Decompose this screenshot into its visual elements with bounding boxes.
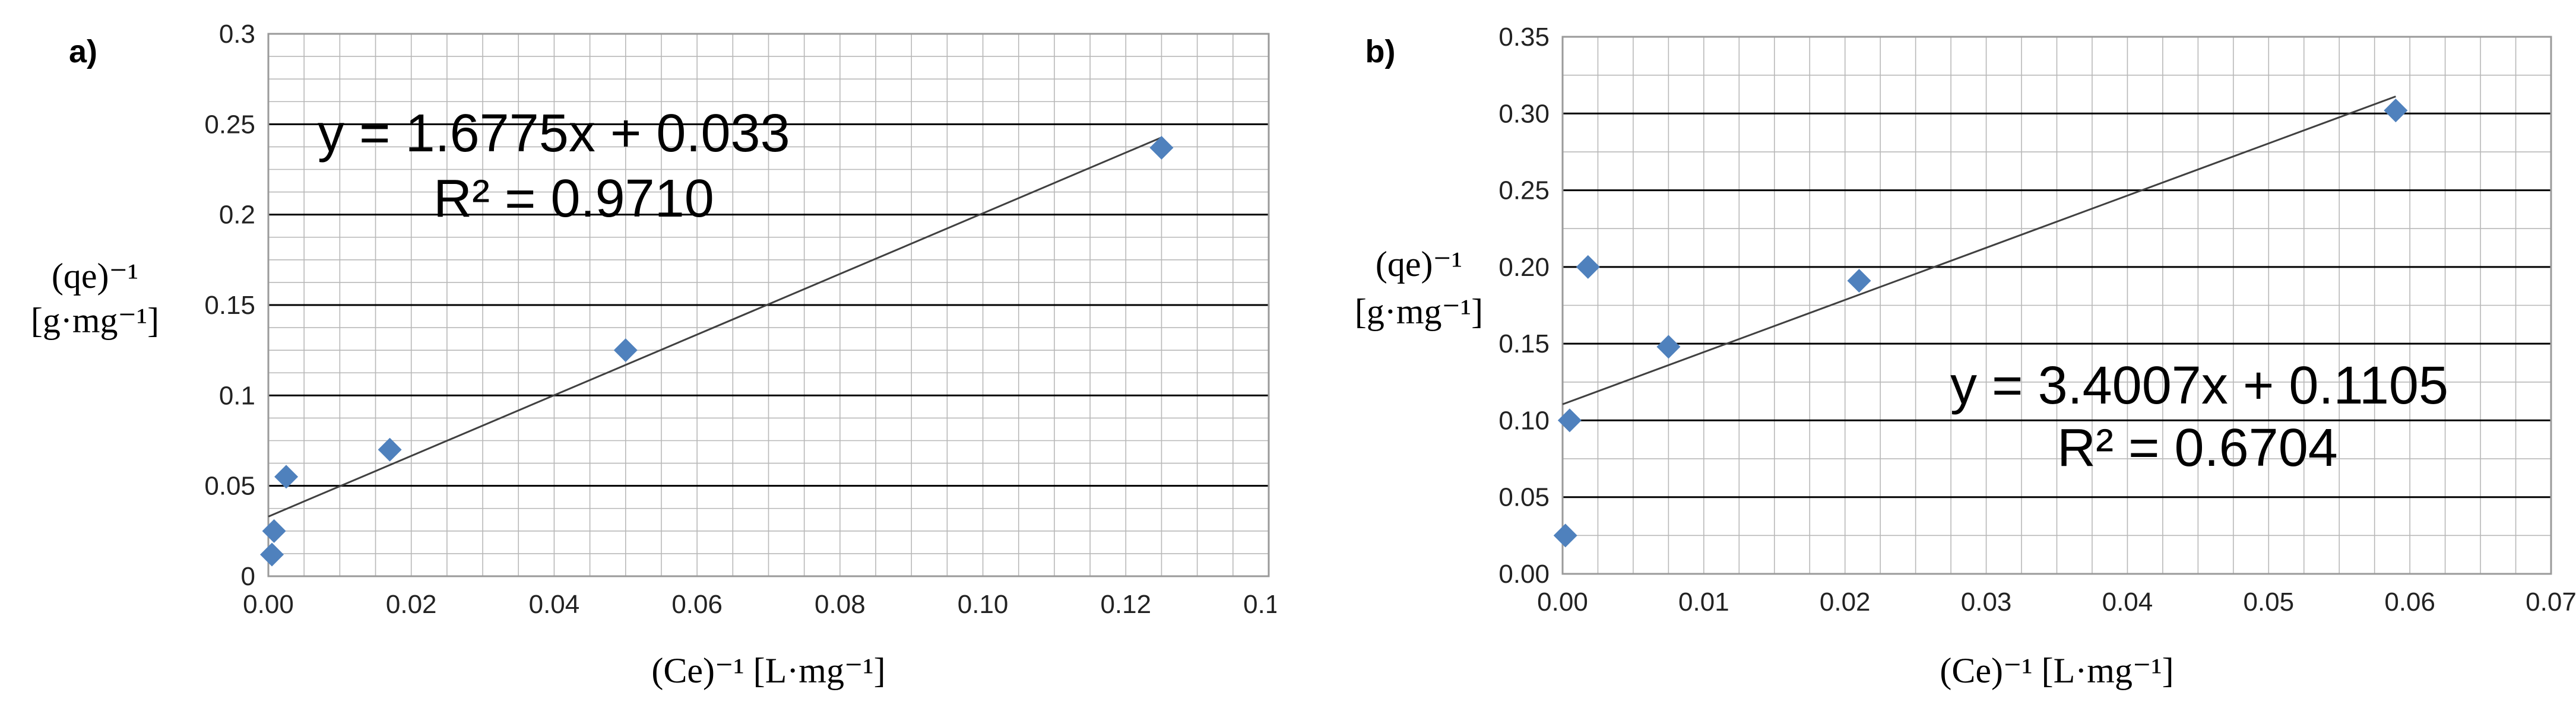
x-axis-label: (Ce)⁻¹ [L·mg⁻¹] [1940,651,2173,690]
y-tick-label: 0.1 [219,381,255,410]
x-tick-label: 0.06 [671,590,723,619]
data-point [613,338,638,363]
x-tick-label: 0.08 [815,590,866,619]
x-tick-label: 0.00 [1537,588,1588,617]
data-point [2384,99,2408,123]
x-tick-label: 0.05 [2243,588,2294,617]
y-axis-unit-label: [g·mg⁻¹] [1355,292,1483,331]
x-tick-label: 0.14 [1243,590,1294,619]
data-point [378,437,402,462]
r-squared-label: R² = 0.9710 [433,169,714,228]
y-tick-label: 0.35 [1498,23,1550,52]
data-point [262,519,286,543]
x-tick-label: 0.04 [2102,588,2153,617]
chart-a: 0.00 0.02 0.04 0.06 0.08 0.10 0.12 0.14 0 0.05 0.1… [31,20,1294,690]
y-tick-label: 0.15 [1498,329,1550,358]
y-tick-label: 0 [241,562,255,591]
x-tick-label: 0.07 [2526,588,2576,617]
x-tick-label: 0.02 [386,590,437,619]
data-point [274,465,299,489]
data-point [1557,408,1582,433]
data-point [1149,135,1174,160]
x-tick-label: 0.00 [243,590,294,619]
panel-label: b) [1365,34,1396,69]
x-tick-label: 0.02 [1820,588,1871,617]
y-tick-label: 0.25 [1498,176,1550,205]
y-tick-label: 0.05 [204,472,255,501]
r-squared-label: R² = 0.6704 [2057,418,2338,478]
y-tick-label: 0.10 [1498,406,1550,435]
plot-area-frame [1561,36,2552,575]
plot-area-frame [267,33,1270,577]
data-point [260,542,284,567]
y-tick-label: 0.20 [1498,253,1550,282]
y-tick-label: 0.3 [219,20,255,49]
y-tick-label: 0.05 [1498,483,1550,512]
trendline-equation: y = 1.6775x + 0.033 [318,104,790,163]
y-tick-label: 0.00 [1498,560,1550,589]
data-point [1656,335,1681,359]
data-point [1847,269,1871,293]
y-axis-label: (qe)⁻¹ [52,256,138,296]
x-tick-label: 0.04 [529,590,580,619]
trendline-equation: y = 3.4007x + 0.1105 [1950,356,2448,415]
y-tick-label: 0.15 [204,291,255,320]
y-axis-unit-label: [g·mg⁻¹] [31,301,159,340]
y-tick-label: 0.25 [204,110,255,139]
data-point [1576,255,1600,279]
x-tick-label: 0.06 [2384,588,2435,617]
y-tick-label: 0.30 [1498,99,1550,128]
x-tick-label: 0.10 [958,590,1009,619]
data-point [1553,523,1577,548]
trendline [1562,96,2396,405]
y-tick-label: 0.2 [219,201,255,230]
y-axis-label: (qe)⁻¹ [1376,244,1462,284]
x-tick-label: 0.03 [1961,588,2012,617]
x-tick-label: 0.12 [1100,590,1151,619]
x-tick-label: 0.01 [1678,588,1729,617]
x-axis-label: (Ce)⁻¹ [L·mg⁻¹] [651,651,885,690]
trendline [268,136,1162,517]
panel-label: a) [69,34,97,69]
chart-b: 0.00 0.01 0.02 0.03 0.04 0.05 0.06 0.07 0.00 0.05… [1355,23,2576,690]
